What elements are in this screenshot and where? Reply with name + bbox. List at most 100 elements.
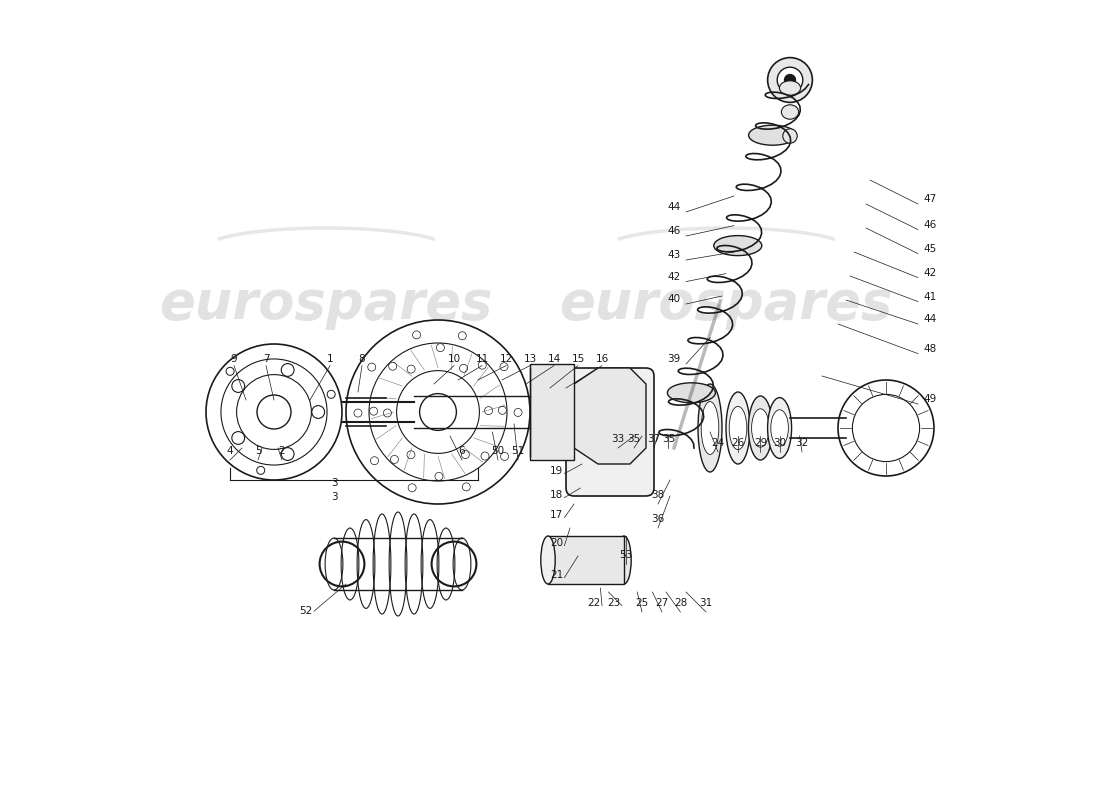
Ellipse shape [698, 384, 722, 472]
Circle shape [354, 409, 362, 417]
Circle shape [227, 367, 234, 375]
Ellipse shape [668, 383, 715, 403]
Text: 27: 27 [656, 598, 669, 608]
Text: 25: 25 [636, 598, 649, 608]
Circle shape [232, 431, 244, 444]
Text: 46: 46 [923, 219, 936, 230]
Circle shape [500, 362, 508, 370]
Circle shape [485, 406, 493, 414]
Ellipse shape [729, 406, 747, 450]
Text: 32: 32 [795, 438, 808, 448]
Text: 2: 2 [278, 446, 285, 456]
Text: 9: 9 [231, 354, 238, 364]
Ellipse shape [751, 409, 769, 447]
Text: 33: 33 [612, 434, 625, 444]
Ellipse shape [783, 129, 798, 143]
Circle shape [408, 484, 416, 492]
Ellipse shape [771, 410, 789, 446]
Ellipse shape [617, 536, 631, 584]
Circle shape [460, 364, 467, 372]
Circle shape [311, 406, 324, 418]
Text: 3: 3 [331, 492, 338, 502]
Circle shape [462, 483, 471, 491]
Text: 37: 37 [648, 434, 661, 444]
Text: 40: 40 [668, 294, 681, 304]
Text: 45: 45 [923, 243, 936, 254]
Circle shape [498, 406, 506, 414]
Text: 10: 10 [448, 354, 461, 364]
Text: 21: 21 [550, 570, 563, 580]
Circle shape [500, 453, 508, 461]
Circle shape [327, 390, 336, 398]
Ellipse shape [781, 105, 799, 119]
Text: 46: 46 [668, 226, 681, 236]
Text: 15: 15 [571, 354, 584, 364]
Ellipse shape [748, 396, 772, 460]
Text: 23: 23 [607, 598, 620, 608]
Text: 13: 13 [524, 354, 537, 364]
Circle shape [434, 472, 443, 480]
Ellipse shape [768, 398, 792, 458]
Circle shape [461, 450, 470, 458]
Text: 31: 31 [700, 598, 713, 608]
Text: 26: 26 [732, 438, 745, 448]
Text: 11: 11 [475, 354, 488, 364]
Text: 42: 42 [668, 272, 681, 282]
Circle shape [768, 58, 813, 102]
Bar [548, 536, 624, 584]
Text: 47: 47 [923, 194, 936, 204]
Text: eurospares: eurospares [559, 278, 893, 330]
Text: 51: 51 [512, 446, 525, 456]
Ellipse shape [726, 392, 750, 464]
Ellipse shape [701, 402, 718, 454]
Text: 17: 17 [550, 510, 563, 520]
Circle shape [384, 409, 392, 417]
Text: 5: 5 [255, 446, 262, 456]
Text: 39: 39 [668, 354, 681, 364]
Text: 3: 3 [331, 478, 338, 488]
Text: 30: 30 [773, 438, 786, 448]
Circle shape [367, 363, 376, 371]
Circle shape [778, 67, 803, 93]
Text: 6: 6 [459, 446, 465, 456]
Circle shape [390, 455, 398, 463]
Circle shape [256, 466, 265, 474]
Text: 53: 53 [619, 550, 632, 560]
Circle shape [370, 407, 377, 415]
Circle shape [478, 361, 486, 369]
Text: 43: 43 [668, 250, 681, 260]
Circle shape [412, 331, 420, 339]
Text: 14: 14 [548, 354, 561, 364]
Text: 48: 48 [923, 344, 936, 354]
Ellipse shape [714, 235, 762, 255]
Text: 29: 29 [754, 438, 767, 448]
Circle shape [407, 450, 415, 458]
Text: 50: 50 [492, 446, 505, 456]
Text: 24: 24 [712, 438, 725, 448]
Circle shape [232, 380, 244, 393]
Text: 35: 35 [662, 434, 675, 444]
Text: 18: 18 [550, 490, 563, 500]
Text: 22: 22 [587, 598, 601, 608]
Circle shape [282, 363, 294, 376]
Text: 19: 19 [550, 466, 563, 476]
FancyBboxPatch shape [530, 364, 574, 460]
Text: 42: 42 [923, 267, 936, 278]
Text: 20: 20 [550, 538, 563, 548]
Text: eurospares: eurospares [160, 278, 493, 330]
Polygon shape [574, 368, 646, 464]
Circle shape [514, 409, 522, 417]
Text: 8: 8 [359, 354, 365, 364]
Ellipse shape [541, 536, 556, 584]
Text: 38: 38 [651, 490, 664, 500]
Text: 1: 1 [327, 354, 333, 364]
Circle shape [388, 362, 397, 370]
Text: 44: 44 [923, 314, 936, 324]
Text: 28: 28 [674, 598, 688, 608]
FancyBboxPatch shape [566, 368, 654, 496]
Text: 36: 36 [651, 514, 664, 524]
Circle shape [371, 457, 378, 465]
Circle shape [437, 344, 444, 352]
Circle shape [407, 365, 415, 373]
Text: 16: 16 [595, 354, 608, 364]
